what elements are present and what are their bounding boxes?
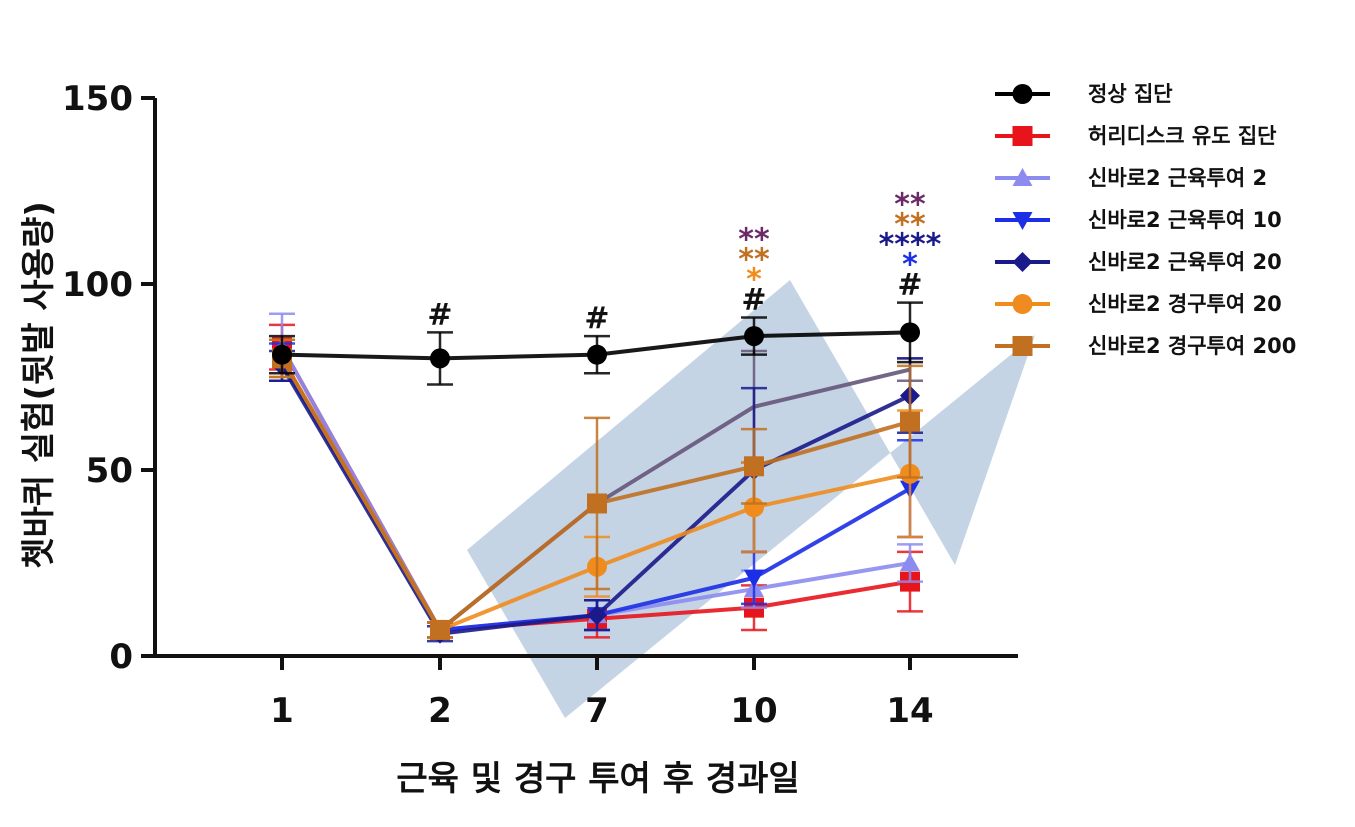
y-tick-label-150: 150 bbox=[62, 79, 133, 119]
series-6 bbox=[269, 338, 923, 640]
series-point-6-4 bbox=[900, 411, 920, 432]
legend-label-2: 신바로2 근육투여 2 bbox=[1088, 166, 1267, 190]
series-layer bbox=[269, 301, 923, 644]
series-point-3-3 bbox=[744, 569, 764, 588]
legend-label-4: 신바로2 근육투여 20 bbox=[1088, 250, 1282, 274]
series-point-4-2 bbox=[587, 605, 607, 626]
legend-item-3: 신바로2 근육투여 10 bbox=[995, 208, 1282, 232]
legend-marker-1 bbox=[1012, 126, 1033, 146]
legend-item-5: 신바로2 경구투여 20 bbox=[995, 292, 1282, 316]
legend-marker-0 bbox=[1012, 84, 1033, 104]
series-point-6-3 bbox=[744, 456, 764, 477]
legend-item-6: 신바로2 경구투여 200 bbox=[995, 334, 1296, 358]
legend-label-0: 정상 집단 bbox=[1088, 82, 1173, 106]
legend-item-4: 신바로2 근육투여 20 bbox=[995, 250, 1282, 274]
legend-item-2: 신바로2 근육투여 2 bbox=[995, 166, 1267, 190]
annotation-10-0: # bbox=[741, 282, 766, 317]
legend-marker-3 bbox=[1012, 212, 1033, 230]
annotation-14-3: ** bbox=[894, 208, 926, 243]
legend-marker-4 bbox=[1012, 252, 1033, 272]
annotation-14-4: ** bbox=[894, 188, 926, 223]
legend-label-6: 신바로2 경구투여 200 bbox=[1088, 334, 1296, 358]
y-tick-label-0: 0 bbox=[109, 637, 133, 677]
annotation-2-0: # bbox=[427, 297, 452, 332]
series-point-0-3 bbox=[744, 326, 764, 347]
series-point-5-3 bbox=[744, 497, 764, 518]
series-point-0-0 bbox=[272, 344, 292, 365]
annotation-10-1: * bbox=[746, 262, 762, 297]
x-tick-label-14: 14 bbox=[886, 691, 933, 731]
y-axis-title: 쳇바퀴 실험(뒷발 사용량) bbox=[19, 201, 59, 569]
annotation-14-1: * bbox=[902, 248, 918, 283]
legend-marker-2 bbox=[1012, 168, 1033, 186]
legend-marker-5 bbox=[1012, 294, 1033, 314]
annotation-10-2: ** bbox=[738, 242, 770, 277]
x-tick-label-2: 2 bbox=[428, 691, 452, 731]
annotation-layer: # ##*****#********* bbox=[427, 188, 941, 336]
legend-label-3: 신바로2 근육투여 10 bbox=[1088, 208, 1282, 232]
series-point-0-4 bbox=[900, 322, 920, 343]
series-point-6-2 bbox=[587, 493, 607, 514]
legend-marker-6 bbox=[1012, 336, 1033, 356]
series-0 bbox=[269, 301, 923, 386]
legend-item-0: 정상 집단 bbox=[995, 82, 1173, 106]
series-point-0-2 bbox=[587, 344, 607, 365]
axes-layer: 0 50 100 150 1 2 7 10 14 bbox=[62, 79, 1018, 731]
x-tick-label-7: 7 bbox=[585, 691, 609, 731]
annotation-14-0: # bbox=[897, 268, 922, 303]
legend-label-1: 허리디스크 유도 집단 bbox=[1088, 124, 1277, 148]
x-tick-label-1: 1 bbox=[270, 691, 294, 731]
legend-label-5: 신바로2 경구투여 20 bbox=[1088, 292, 1282, 316]
x-axis-title: 근육 및 경구 투여 후 경과일 bbox=[396, 759, 799, 799]
x-tick-label-10: 10 bbox=[730, 691, 777, 731]
legend-item-1: 허리디스크 유도 집단 bbox=[995, 124, 1277, 148]
annotation-14-2: **** bbox=[879, 228, 942, 263]
series-point-0-1 bbox=[430, 348, 450, 369]
series-point-6-1 bbox=[430, 619, 450, 640]
y-tick-label-100: 100 bbox=[62, 265, 133, 305]
y-tick-label-50: 50 bbox=[86, 451, 133, 491]
series-point-2-4 bbox=[900, 553, 920, 571]
annotation-10-3: ** bbox=[738, 222, 770, 257]
annotation-7-0: # bbox=[584, 301, 609, 336]
